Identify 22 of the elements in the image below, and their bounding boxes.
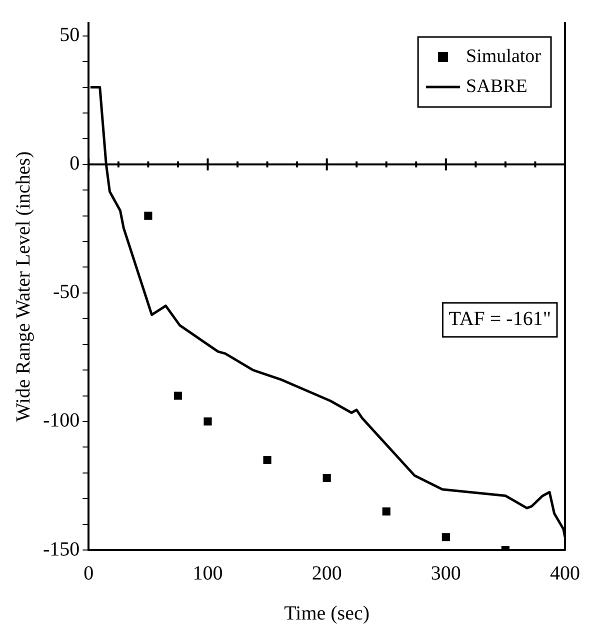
y-tick-label: -100: [42, 410, 80, 432]
y-tick-label: -50: [52, 281, 80, 304]
y-tick-label: 50: [60, 24, 80, 46]
point: [204, 417, 212, 426]
point: [144, 212, 152, 220]
x-tick-label: 100: [192, 562, 223, 584]
y-axis-title: Wide Range Water Level (inches): [12, 151, 34, 422]
x-tick-label: 400: [550, 562, 580, 584]
x-tick-label: 0: [84, 562, 94, 584]
point: [382, 507, 390, 516]
point: [322, 474, 331, 482]
point: [442, 533, 450, 542]
x-axis-title: Time (sec): [284, 602, 370, 624]
y-tick-label: 0: [70, 152, 80, 175]
legend-label: SABRE: [466, 76, 528, 97]
point: [263, 456, 272, 464]
y-tick-label: -150: [42, 538, 80, 560]
legend-label: Simulator: [466, 46, 542, 67]
x-tick-label: 200: [312, 562, 342, 584]
x-tick-label: 300: [430, 562, 461, 584]
annotation: TAF = -161": [448, 308, 552, 330]
point: [174, 392, 182, 400]
